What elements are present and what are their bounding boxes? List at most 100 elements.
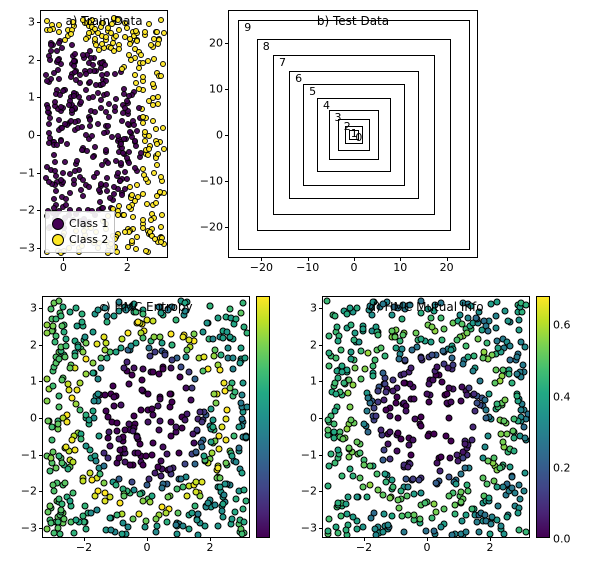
colormap-point [157, 396, 164, 403]
colormap-point [109, 382, 116, 389]
train-point [56, 117, 62, 123]
colormap-point [193, 517, 200, 524]
colormap-point [199, 329, 206, 336]
train-point [138, 52, 144, 58]
train-point [72, 51, 78, 57]
colormap-point [241, 486, 248, 493]
colormap-point [149, 493, 156, 500]
train-point [119, 192, 125, 198]
colormap-point [183, 346, 190, 353]
colormap-point [427, 339, 434, 346]
train-point [107, 195, 113, 201]
colormap-point [240, 324, 247, 331]
colormap-point [515, 327, 522, 334]
train-point [53, 188, 59, 194]
train-point [125, 121, 131, 127]
train-point [140, 120, 146, 126]
colormap-point [508, 379, 515, 386]
colormap-point [208, 449, 215, 456]
colormap-point [207, 302, 214, 309]
colorbar-entropy-gradient [257, 297, 269, 537]
colormap-point [222, 459, 229, 466]
train-point [155, 41, 161, 47]
colormap-point [398, 487, 405, 494]
colormap-point [497, 465, 504, 472]
train-point [142, 29, 148, 35]
colormap-point [374, 387, 381, 394]
colormap-point [78, 435, 85, 442]
colormap-point [438, 315, 445, 322]
train-point [64, 141, 70, 147]
colormap-point [62, 354, 69, 361]
train-point [58, 177, 64, 183]
colormap-point [438, 453, 445, 460]
colormap-point [72, 516, 79, 523]
colormap-point [429, 351, 436, 358]
colormap-point [367, 462, 374, 469]
colormap-point [128, 371, 135, 378]
colormap-point [70, 529, 77, 536]
colormap-point [229, 355, 236, 362]
train-point [92, 26, 98, 32]
colormap-point [501, 396, 508, 403]
colormap-point [172, 521, 179, 528]
colormap-point [69, 394, 76, 401]
train-point [92, 144, 98, 150]
colormap-point [397, 435, 404, 442]
colormap-point [43, 398, 50, 405]
train-point [138, 150, 144, 156]
colormap-point [491, 478, 498, 485]
colormap-point [344, 426, 351, 433]
train-point [109, 21, 115, 27]
colormap-point [377, 427, 384, 434]
colormap-point [119, 519, 126, 526]
colormap-point [244, 403, 249, 410]
train-point [130, 214, 136, 220]
panel-hmc-entropy: c) HMC Entropy −202−3−2−10123 [42, 296, 250, 538]
train-point [142, 138, 148, 144]
colormap-point [491, 454, 498, 461]
colormap-point [374, 332, 381, 339]
train-point [52, 168, 58, 174]
train-point [133, 246, 139, 252]
y-tick-label: −2 [21, 485, 37, 498]
colormap-point [346, 404, 353, 411]
colormap-point [514, 510, 521, 517]
train-point [127, 129, 133, 135]
train-point [158, 224, 164, 230]
train-point [115, 170, 121, 176]
y-tick-label: 0 [30, 412, 37, 425]
train-point [78, 99, 84, 105]
colormap-point [384, 522, 391, 529]
colormap-point [418, 413, 425, 420]
colormap-point [367, 481, 374, 488]
colormap-point [210, 353, 217, 360]
train-point [158, 17, 164, 23]
colormap-point [72, 305, 79, 312]
colormap-point [239, 470, 246, 477]
colormap-point [470, 352, 477, 359]
x-tick-label: 20 [440, 261, 454, 274]
colormap-point [509, 474, 516, 481]
colormap-point [131, 300, 138, 307]
colormap-point [82, 371, 89, 378]
colormap-point [238, 531, 245, 537]
train-point [120, 110, 126, 116]
colormap-point [493, 401, 500, 408]
panel-hmc-mutual-info: d) HMC Mutual Info −202−3−2−10123 [322, 296, 530, 538]
colormap-point [240, 506, 247, 513]
colormap-point [50, 449, 57, 456]
colormap-point [193, 479, 200, 486]
colormap-point [447, 455, 454, 462]
colormap-point [459, 518, 466, 525]
train-point [87, 117, 93, 123]
colormap-point [70, 489, 77, 496]
colormap-point [350, 513, 357, 520]
colormap-point [493, 324, 500, 331]
colormap-point [48, 306, 55, 313]
colormap-point [345, 494, 352, 501]
colormap-point [50, 488, 57, 495]
colormap-point [140, 365, 147, 372]
colormap-point [480, 354, 487, 361]
colormap-point [379, 492, 386, 499]
